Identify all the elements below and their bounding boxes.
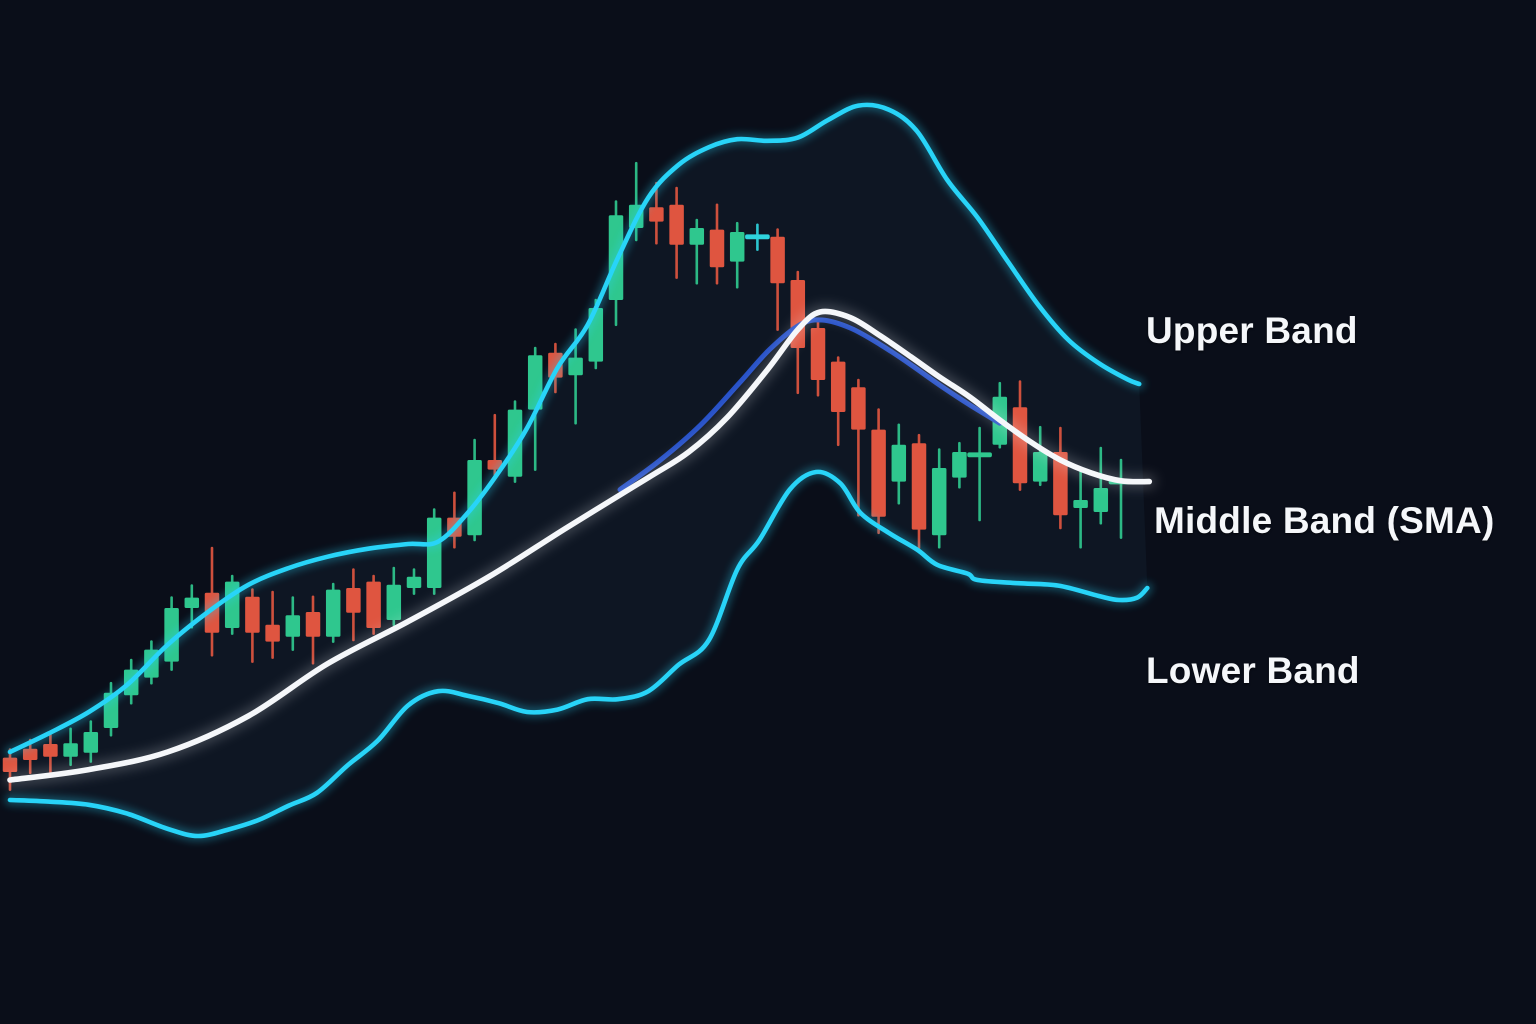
candles-layer [2, 161, 1134, 791]
middle-band-label: Middle Band (SMA) [1154, 500, 1495, 541]
band-fill-area [10, 104, 1148, 837]
upper-band-label: Upper Band [1146, 310, 1358, 351]
band-lines-layer [3, 99, 1156, 842]
lower-band-label: Lower Band [1146, 650, 1360, 691]
